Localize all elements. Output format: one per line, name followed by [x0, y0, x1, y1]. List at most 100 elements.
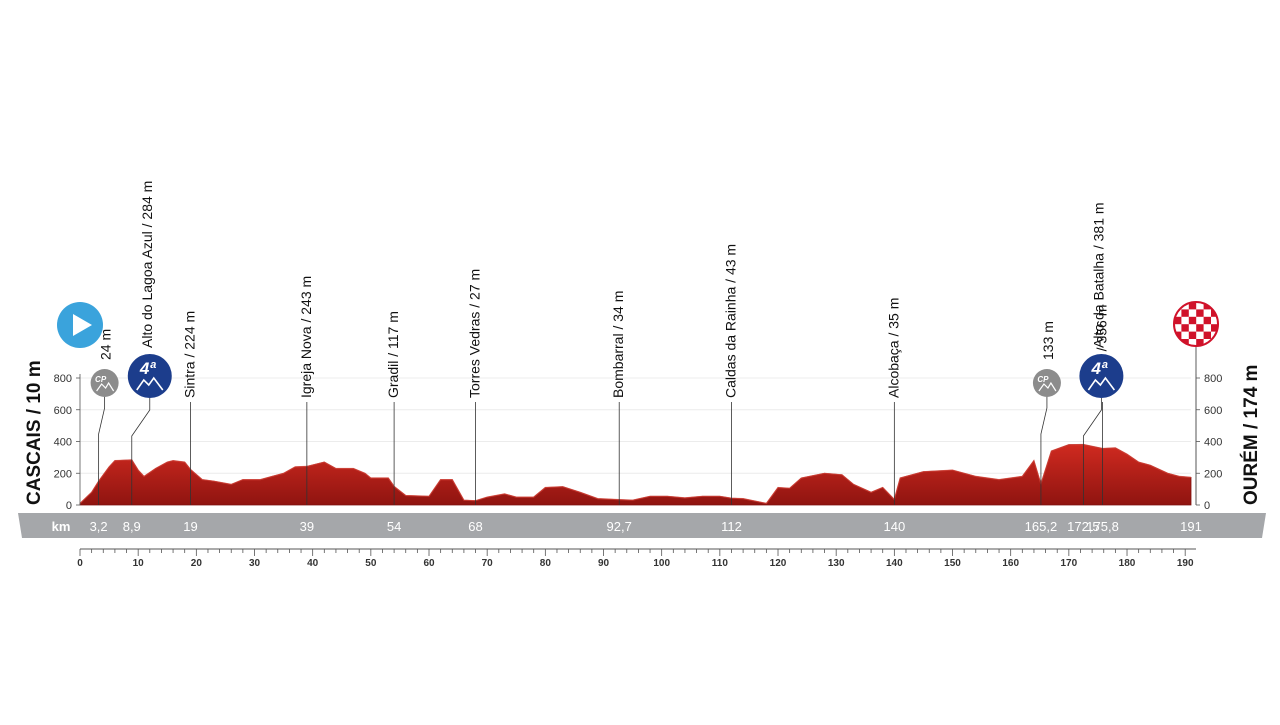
finish-cell [1203, 316, 1211, 325]
finish-location-label: OURÉM / 174 m [1240, 365, 1262, 505]
x-tick-label: 80 [540, 558, 552, 569]
elevation-area [79, 444, 1192, 506]
km-band-value: 19 [183, 519, 197, 534]
x-tick-label: 90 [598, 558, 610, 569]
y-tick-label: 800 [54, 373, 72, 385]
y-tick-label: 800 [1204, 373, 1222, 385]
waypoint-label: Alto da Batalha / 381 m [1090, 202, 1106, 348]
finish-cell [1203, 331, 1211, 339]
y-axes: 0 200 400 600 800 0 200 400 600 800 [54, 373, 1223, 512]
finish-cell [1188, 302, 1197, 310]
x-tick-label: 170 [1061, 558, 1078, 569]
x-tick-label: 150 [944, 558, 961, 569]
km-band-value: 140 [883, 519, 905, 534]
x-tick-label: 40 [307, 558, 319, 569]
waypoint-label: 24 m [98, 329, 114, 360]
endpoint-labels: CASCAIS / 10 m OURÉM / 174 m [24, 360, 1262, 505]
y-gridlines [80, 377, 1191, 474]
climb-badge: 4ª [1079, 354, 1124, 398]
mountain-icon [136, 376, 164, 391]
waypoint-line [1040, 396, 1048, 505]
start-marker [57, 302, 103, 348]
km-band-value: 68 [468, 519, 482, 534]
waypoint-line [98, 396, 106, 505]
waypoint-label: Igreja Nova / 243 m [298, 276, 314, 398]
y-tick-label: 600 [54, 405, 72, 417]
x-tick-label: 110 [712, 558, 729, 569]
x-tick-label: 100 [653, 558, 670, 569]
waypoint-label: Alcobaça / 35 m [885, 298, 901, 398]
mountain-icon [96, 381, 115, 392]
mountain-icon [1087, 376, 1116, 391]
x-tick-label: 70 [482, 558, 494, 569]
finish-ring [1173, 301, 1219, 347]
waypoint-label: Gradil / 117 m [385, 311, 401, 398]
km-band-label: km [52, 519, 71, 534]
km-band-value: 54 [387, 519, 401, 534]
y-tick-label: 0 [66, 500, 72, 512]
start-location-label: CASCAIS / 10 m [24, 360, 45, 505]
finish-cell [1196, 324, 1204, 332]
mountain-icon [1038, 381, 1057, 392]
km-band: km 3,2 8,9 19 39 54 68 92,7 112 140 165,2 172,5175,… [18, 513, 1266, 538]
x-tick-label: 0 [77, 558, 83, 569]
sprint-badge: CP [90, 369, 119, 397]
finish-cell [1211, 324, 1218, 332]
waypoint-label: Caldas da Rainha / 43 m [722, 244, 738, 398]
x-tick-label: 30 [249, 558, 261, 569]
y-tick-label: 400 [1204, 437, 1222, 449]
y-tick-label: 600 [1204, 405, 1222, 417]
x-tick-label: 20 [191, 558, 203, 569]
x-axis: 0 10 20 30 40 50 60 70 80 90 100 110 120 130 140 150 160… [77, 548, 1196, 569]
km-band-value: 3,2 [90, 519, 108, 534]
elevation-line [79, 443, 1192, 505]
km-band-shape [18, 513, 1266, 538]
waypoint-labels: 24 m Alto do Lagoa Azul / 284 m Sintra / 2… [98, 181, 1110, 398]
finish-cell [1174, 316, 1182, 325]
km-band-value: 8,9 [123, 519, 141, 534]
km-band-value: 172,5 [1067, 519, 1100, 534]
x-tick-label: 50 [365, 558, 377, 569]
y-tick-label: 0 [1204, 500, 1210, 512]
waypoint-label: Sintra / 224 m [182, 311, 198, 398]
x-tick-label: 60 [423, 558, 435, 569]
waypoint-label: 133 m [1040, 321, 1056, 360]
finish-cell [1196, 339, 1204, 346]
climb-badge-text: 4ª [139, 359, 156, 378]
x-tick-label: 190 [1177, 558, 1194, 569]
km-band-value: 39 [300, 519, 314, 534]
y-tick-label: 200 [1204, 468, 1222, 480]
km-band-value: 92,7 [607, 519, 632, 534]
y-tick-label: 200 [54, 468, 72, 480]
sprint-badge-text: CP [95, 375, 107, 384]
waypoint-label: Alto do Lagoa Azul / 284 m [139, 181, 155, 348]
finish-cell [1188, 316, 1197, 325]
x-tick-label: 160 [1002, 558, 1019, 569]
finish-cell [1181, 309, 1189, 317]
km-band-value: 165,2 [1025, 519, 1058, 534]
waypoint-label: Bombarral / 34 m [610, 291, 626, 398]
x-tick-label: 140 [886, 558, 903, 569]
waypoint-line [1082, 398, 1102, 505]
km-band-value: 191 [1180, 519, 1202, 534]
waypoint-label: Torres Vedras / 27 m [467, 269, 483, 398]
x-tick-label: 10 [133, 558, 145, 569]
profile-area [79, 443, 1192, 506]
finish-cell [1196, 309, 1204, 317]
play-icon [73, 314, 92, 336]
markers: CP 4ª CP 4ª [57, 301, 1219, 398]
x-tick-label: 130 [828, 558, 845, 569]
sprint-badge-text: CP [1037, 375, 1049, 384]
climb-badge-text: 4ª [1091, 359, 1108, 378]
y-tick-label: 400 [54, 437, 72, 449]
finish-marker [1173, 301, 1219, 347]
finish-cell [1181, 324, 1189, 332]
x-tick-label: 180 [1119, 558, 1136, 569]
waypoint-line [131, 398, 151, 505]
x-tick-label: 120 [770, 558, 787, 569]
km-band-value: 175,8 [1086, 519, 1119, 534]
km-band-value: 112 [721, 519, 742, 534]
climb-badge: 4ª [127, 354, 172, 398]
